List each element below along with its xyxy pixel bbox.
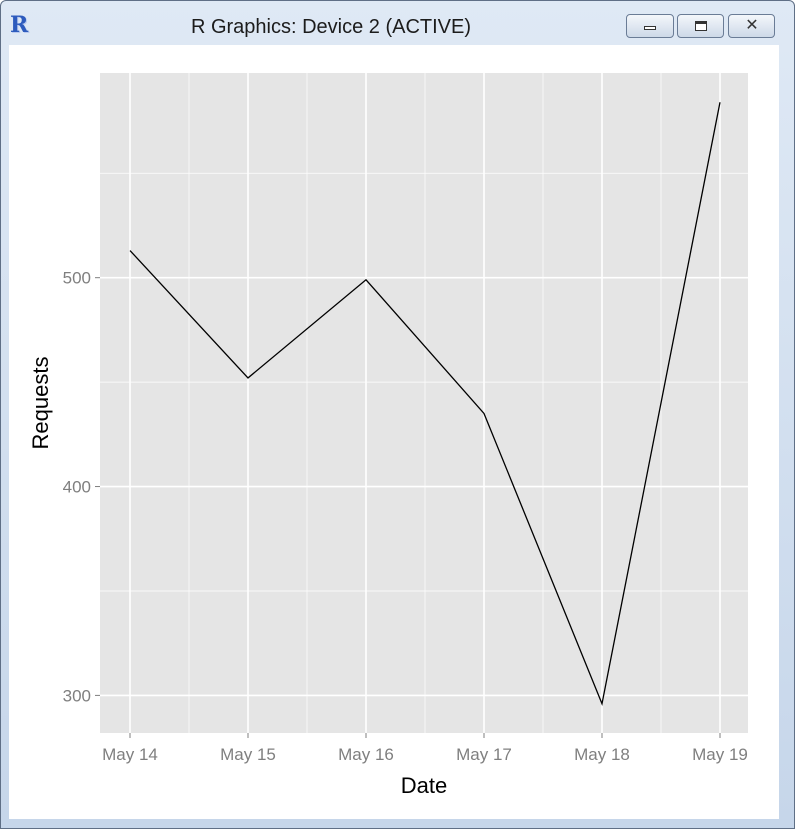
maximize-button[interactable] [677, 14, 724, 38]
graphics-device-area: 300 400 500 May 14 May 15 May 16 May 17 May 18 M… [9, 45, 779, 819]
close-icon: ✕ [745, 17, 759, 34]
maximize-icon [695, 21, 707, 31]
x-tick-label: May 16 [338, 745, 394, 764]
x-tick-label: May 15 [220, 745, 276, 764]
close-button[interactable]: ✕ [728, 14, 775, 38]
r-app-icon[interactable]: R [10, 12, 29, 38]
x-tick-label: May 17 [456, 745, 512, 764]
x-tick-label: May 19 [692, 745, 748, 764]
x-axis-title: Date [401, 773, 447, 798]
plot-panel [100, 73, 748, 733]
minimize-icon [644, 26, 656, 30]
x-tick-label: May 18 [574, 745, 630, 764]
line-chart: 300 400 500 May 14 May 15 May 16 May 17 May 18 M… [28, 73, 748, 798]
y-tick-label: 400 [63, 478, 91, 497]
y-tick-label: 300 [63, 686, 91, 705]
window-title: R Graphics: Device 2 (ACTIVE) [190, 16, 472, 38]
minimize-button[interactable] [626, 14, 674, 38]
y-axis-title: Requests [28, 357, 53, 450]
y-tick-label: 500 [63, 269, 91, 288]
title-bar[interactable]: R R Graphics: Device 2 (ACTIVE) ✕ [1, 1, 794, 45]
series-line [129, 102, 721, 707]
x-tick-label: May 14 [102, 745, 158, 764]
